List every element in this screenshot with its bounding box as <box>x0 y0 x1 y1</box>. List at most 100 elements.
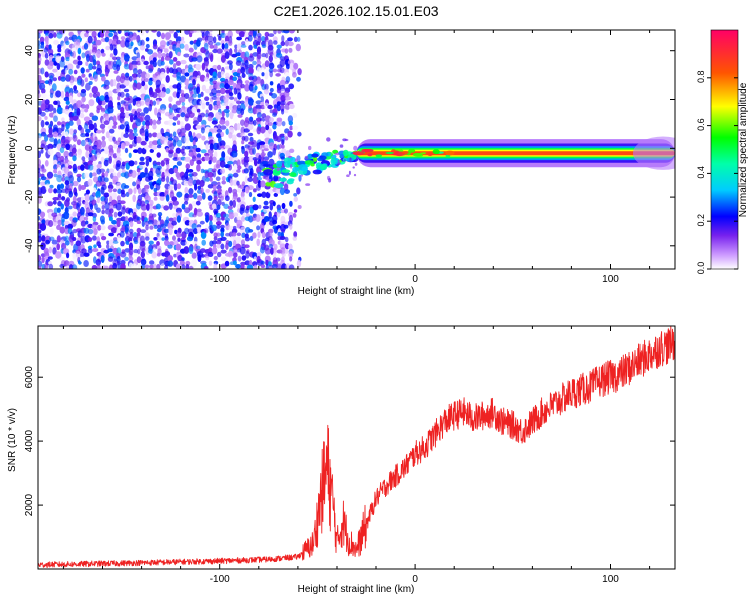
spectrogram-cell <box>240 83 246 89</box>
spectrogram-cell <box>308 145 312 151</box>
figure-title: C2E1.2026.102.15.01.E03 <box>273 3 438 19</box>
spectrogram-cell <box>103 146 110 155</box>
spectrogram-cell <box>145 120 151 127</box>
spectrogram-cell <box>361 148 370 153</box>
spectrogram-cell <box>261 191 267 198</box>
spectrogram-cell <box>432 149 440 155</box>
spectrogram-cell <box>131 56 138 61</box>
spectrogram-cell <box>38 150 42 159</box>
spectrogram-cell <box>236 100 241 105</box>
spectrogram-cell <box>156 241 160 246</box>
spectrogram-cell <box>47 148 54 156</box>
spectrogram-cell <box>173 225 178 229</box>
spectrogram-cell <box>330 158 337 165</box>
colorbar-axes: 0.0 0.2 0.4 0.6 0.8 <box>696 71 738 274</box>
spectrogram-cell <box>204 152 210 157</box>
spectrogram-cell <box>260 126 266 134</box>
spectrogram-cell <box>113 48 118 56</box>
spectrogram-cell <box>262 175 266 180</box>
spectrogram-cell <box>209 152 214 158</box>
spectrogram-cell <box>233 252 238 258</box>
spectrogram-cell <box>103 177 109 183</box>
spectrogram-cell <box>280 88 285 93</box>
spectrogram-cell <box>252 232 257 239</box>
spectrogram-cell <box>224 195 230 202</box>
spectrogram-cell <box>156 30 161 38</box>
spectrogram-cell <box>343 149 349 157</box>
spectrogram-cell <box>77 47 82 55</box>
spectrogram-cell <box>176 30 181 33</box>
spectrogram-cell <box>65 123 70 130</box>
spectrogram-cell <box>236 232 241 237</box>
spectrogram-cell <box>184 156 191 162</box>
spectrogram-cell <box>232 260 237 266</box>
spectrogram-cell <box>70 240 74 246</box>
spectrogram-cell <box>292 213 297 218</box>
spectrogram-cell <box>57 121 61 126</box>
spectrogram-cell <box>200 231 207 239</box>
spectrogram-cell <box>104 94 110 103</box>
spectrogram-cell <box>56 127 63 134</box>
spectrogram-cell <box>173 31 178 39</box>
spectrogram-cell <box>81 73 86 78</box>
spectrogram-cell <box>196 75 201 84</box>
spectrogram-cell <box>136 82 142 90</box>
spectrogram-cell <box>221 110 225 118</box>
spectrogram-cell <box>40 43 45 50</box>
spectrogram-cell <box>152 167 157 174</box>
spectrogram-cell <box>64 187 69 194</box>
spectrogram-cell <box>69 117 74 122</box>
spectrogram-cell <box>45 32 49 37</box>
spectrogram-cell <box>85 104 90 110</box>
spectrogram-cell <box>145 224 149 231</box>
spectrogram-cell <box>252 119 257 126</box>
spectrogram-cell <box>293 36 298 42</box>
spectrogram-cell <box>217 64 222 71</box>
spectrogram-cell <box>184 240 190 246</box>
spectrogram-cell <box>176 232 182 238</box>
spectrogram-ytick-label: 0 <box>24 145 35 151</box>
spectrogram-cell <box>124 171 130 179</box>
spectrogram-cell <box>269 109 274 114</box>
spectrogram-cell <box>304 155 309 160</box>
spectrogram-cell <box>205 143 209 150</box>
spectrogram-cell <box>167 119 174 126</box>
spectrogram-cell <box>244 176 249 183</box>
spectrogram-cell <box>247 132 254 137</box>
spectrogram-cell <box>212 246 218 255</box>
spectrogram-cell <box>55 100 61 106</box>
spectrogram-cell <box>232 199 236 208</box>
spectrogram-cell <box>297 68 302 76</box>
spectrogram-cell <box>117 102 121 111</box>
spectrogram-cell <box>168 227 173 236</box>
spectrogram-cell <box>207 251 214 257</box>
spectrogram-cell <box>69 136 73 141</box>
spectrogram-cell <box>236 197 242 203</box>
spectrogram-cell <box>135 118 142 127</box>
spectrogram-cell <box>120 39 126 48</box>
spectrogram-cell <box>236 216 241 221</box>
spectrogram-cell <box>107 184 114 190</box>
spectrogram-cell <box>76 250 81 258</box>
spectrogram-cell <box>248 67 254 75</box>
spectrogram-cell <box>68 175 74 183</box>
spectrogram-cell <box>49 227 54 235</box>
spectrogram-cell <box>184 43 189 51</box>
spectrogram-cell <box>252 196 256 202</box>
spectrogram-cell <box>276 104 281 112</box>
spectrogram-cell <box>268 128 272 135</box>
spectrogram-cell <box>87 178 93 187</box>
spectrogram-cell <box>160 104 167 111</box>
spectrogram-cell <box>159 91 166 98</box>
spectrogram-cell <box>184 72 190 77</box>
spectrogram-cell <box>253 188 257 193</box>
spectrogram-cell <box>216 224 221 230</box>
spectrogram-cell <box>140 229 147 234</box>
spectrogram-cell <box>52 131 59 138</box>
spectrogram-cell <box>279 59 285 68</box>
spectrogram-cell <box>236 169 241 173</box>
snr-panel: -100 0 100 2000 4000 6000 Height of straight … <box>7 325 676 595</box>
spectrogram-cell <box>38 92 41 99</box>
spectrogram-cell <box>68 190 73 198</box>
spectrogram-cell <box>136 227 142 234</box>
